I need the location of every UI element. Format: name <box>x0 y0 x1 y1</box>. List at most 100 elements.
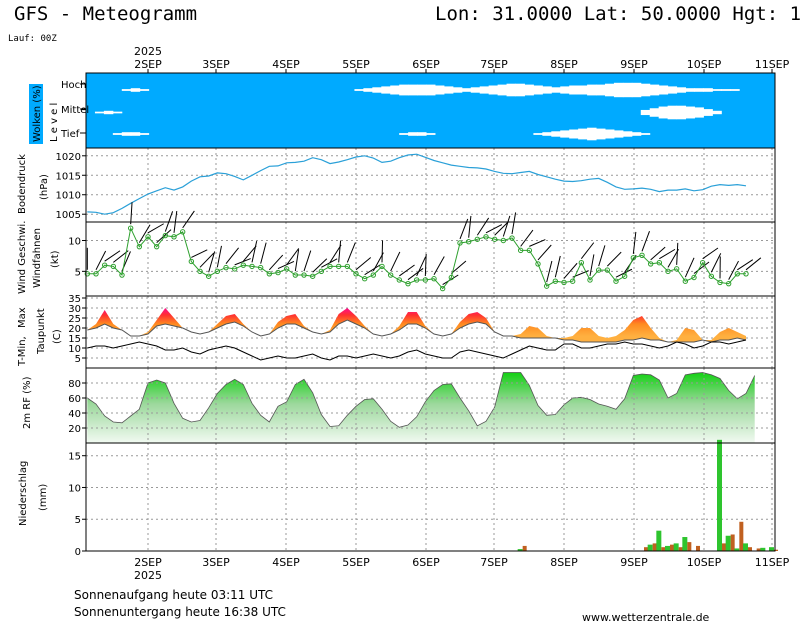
cloud-gap <box>703 88 713 92</box>
top-tick-label: 11SEP <box>755 58 790 71</box>
cloud-ylabel-bg <box>29 84 43 144</box>
cloud-level-label: Mittel <box>61 105 89 116</box>
cloud-gap <box>533 133 543 135</box>
dewpoint-line <box>87 339 747 361</box>
pressure-line <box>87 153 747 215</box>
dewpoint-ylabel: Taupunkt <box>36 308 47 355</box>
pressure-ytick-label: 1010 <box>56 191 81 202</box>
wind-barb <box>191 249 208 258</box>
cloud-gap <box>103 110 114 115</box>
precip-rain-bar <box>647 544 653 551</box>
wind-barb <box>286 248 300 266</box>
wind-speed-point <box>223 264 229 271</box>
wind-ylabel3-group: (kt) <box>50 250 61 268</box>
wind-speed-point <box>136 243 143 250</box>
cloud-gap <box>399 84 409 96</box>
wind-barb <box>710 253 722 273</box>
bottom-tick-label: 4SEP <box>272 556 300 569</box>
wind-speed-point <box>283 266 290 272</box>
cloud-gap <box>613 82 624 98</box>
cloud-gap <box>631 82 642 98</box>
wind-speed-point <box>552 278 559 284</box>
wind-speed-point <box>483 234 489 240</box>
wind-speed-point <box>621 273 628 279</box>
bottom-tick-label: 8SEP <box>550 556 578 569</box>
precip-ylabel2: (mm) <box>38 484 49 511</box>
temperature-ytick-label: 10 <box>68 344 81 355</box>
wind-speed-point <box>656 260 663 266</box>
wind-speed-point <box>396 277 403 283</box>
location-info: Lon: 31.0000 Lat: 50.0000 Hgt: 1 <box>435 3 800 25</box>
top-year-label: 2025 <box>134 45 162 58</box>
wind-barb <box>485 224 503 234</box>
cloud-gap <box>596 128 606 140</box>
precip-conv-bar <box>522 545 527 551</box>
wind-speed-point <box>93 271 99 277</box>
tmin-line <box>87 319 747 343</box>
wind-speed-point <box>691 274 697 281</box>
precip-conv-bar <box>722 543 726 551</box>
temperature-ytick-label: 25 <box>68 314 81 325</box>
cloud-gap <box>730 89 740 91</box>
precip-conv-bar <box>644 547 648 551</box>
wind-ylabel2-group: Windfahnen <box>32 228 43 288</box>
precip-rain-bar <box>665 545 670 551</box>
precip-conv-bar <box>696 545 700 551</box>
wind-speed-point <box>171 234 177 240</box>
wind-barb <box>164 211 174 232</box>
cloud-gap <box>596 84 606 96</box>
cloud-gap <box>533 85 543 95</box>
bottom-tick-label: 5SEP <box>342 556 370 569</box>
wind-speed-point <box>119 272 125 278</box>
wind-speed-point <box>613 278 619 284</box>
pressure-ylabel2: (hPa) <box>39 174 50 200</box>
cloud-gap <box>408 84 418 96</box>
dewpoint-ylabel-group: Taupunkt <box>36 308 47 355</box>
precip-rain-bar <box>517 549 523 551</box>
wind-speed-point <box>327 263 333 270</box>
precip-conv-bar <box>670 544 674 551</box>
temperature-unit: (C) <box>52 329 63 344</box>
tmin-label: T-Min, <box>17 336 28 367</box>
cloud-gap <box>130 132 141 136</box>
wind-barb <box>277 260 295 270</box>
wind-speed-point <box>318 268 325 275</box>
cloud-gap <box>417 84 427 96</box>
wind-speed-point <box>197 268 203 275</box>
cloud-gap <box>560 86 570 94</box>
cloud-gap <box>712 110 722 115</box>
cloud-gap <box>667 86 678 94</box>
cloud-gap <box>121 132 132 136</box>
wind-barb <box>268 254 284 271</box>
cloud-gap <box>112 111 123 114</box>
cloud-gap <box>94 111 105 114</box>
wind-barb <box>138 224 151 243</box>
precip-conv-bar <box>774 549 778 551</box>
wind-barb <box>702 247 719 260</box>
wind-speed-point <box>639 252 645 259</box>
cloud-gap <box>587 84 597 96</box>
wind-speed-point <box>353 271 359 277</box>
precip-ytick-label: 10 <box>68 483 81 494</box>
wind-barb <box>476 217 490 236</box>
wind-barb <box>676 242 679 265</box>
wind-barb <box>104 250 121 262</box>
bottom-tick-label: 7SEP <box>480 556 508 569</box>
precip-ylabel2-group: (mm) <box>38 484 49 511</box>
wind-barb <box>321 258 338 268</box>
wind-barb <box>537 244 552 261</box>
cloud-gap <box>551 131 561 137</box>
temperature-ytick-label: 30 <box>68 304 81 315</box>
wind-speed-point <box>110 263 117 270</box>
wind-speed-point <box>257 264 264 271</box>
wind-speed-point <box>431 276 437 282</box>
wind-speed-point <box>717 279 723 286</box>
wind-barb <box>451 260 467 274</box>
precip-rain-bar <box>734 548 740 551</box>
bottom-tick-label: 11SEP <box>755 556 790 569</box>
top-tick-label: 2SEP <box>134 58 162 71</box>
cloud-gap <box>587 127 597 141</box>
wind-speed-point <box>465 239 472 245</box>
cloud-gap <box>604 129 615 139</box>
wind-barb <box>580 242 595 260</box>
